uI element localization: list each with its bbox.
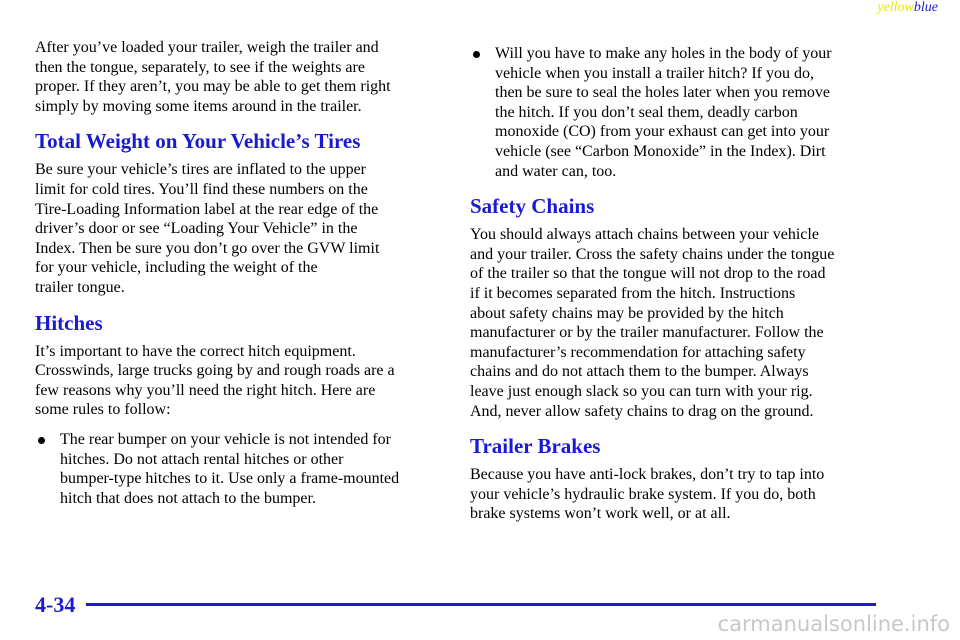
tag-blue: blue [913, 0, 938, 15]
text-line: Crosswinds, large trucks going by and ro… [35, 362, 395, 380]
text-line: After you’ve loaded your trailer, weigh … [35, 39, 379, 56]
text-line: about safety chains may be provided by t… [470, 304, 784, 322]
text-line: then be sure to seal the holes later whe… [495, 84, 830, 102]
footer-rule [86, 603, 876, 606]
text-line: for your vehicle, including the weight o… [35, 259, 318, 277]
right-column: Will you have to make any holes in the b… [470, 44, 890, 534]
header-tag: yellowblue [877, 0, 938, 16]
left-column: After you’ve loaded your trailer, weigh … [35, 38, 455, 518]
section-heading: Total Weight on Your Vehicle’s Tires [35, 129, 361, 154]
paragraph: Be sure your vehicle’s tires are inflate… [35, 160, 455, 297]
text-line: limit for cold tires. You’ll find these … [35, 180, 368, 198]
text-line: monoxide (CO) from your exhaust can get … [495, 123, 830, 141]
text-line: then the tongue, separately, to see if t… [35, 58, 365, 76]
text-line: Index. Then be sure you don’t go over th… [35, 239, 380, 257]
watermark: carmanualsonline.info [717, 612, 950, 636]
text-line: hitch that does not attach to the bumper… [60, 489, 316, 507]
text-line: vehicle when you install a trailer hitch… [495, 64, 815, 82]
section-heading: Safety Chains [470, 194, 595, 219]
text-line: The rear bumper on your vehicle is not i… [60, 430, 391, 448]
tag-yellow: yellow [877, 0, 914, 15]
paragraph: After you’ve loaded your trailer, weigh … [35, 38, 455, 116]
text-line: chains and do not attach them to the bum… [470, 363, 809, 381]
bullet-item: Will you have to make any holes in the b… [470, 44, 890, 181]
text-line: trailer tongue. [35, 278, 125, 296]
text-line: proper. If they aren’t, you may be able … [35, 78, 391, 96]
text-line: manufacturer or by the trailer manufactu… [470, 324, 824, 342]
text-line: leave just enough slack so you can turn … [470, 382, 813, 400]
text-line: few reasons why you’ll need the right hi… [35, 381, 376, 399]
text-line: and water can, too. [495, 162, 617, 180]
text-line: Tire-Loading Information label at the re… [35, 200, 379, 218]
page-number: 4-34 [35, 592, 76, 617]
text-line: bumper-type hitches to it. Use only a fr… [60, 470, 400, 488]
text-line: Be sure your vehicle’s tires are inflate… [35, 161, 366, 179]
text-line: if it becomes separated from the hitch. … [470, 284, 796, 302]
paragraph: It’s important to have the correct hitch… [35, 342, 455, 420]
text-line: And, never allow safety chains to drag o… [470, 402, 814, 420]
text-line: vehicle (see “Carbon Monoxide” in the In… [495, 142, 826, 160]
text-line: Will you have to make any holes in the b… [495, 45, 832, 62]
paragraph: You should always attach chains between … [470, 225, 890, 421]
paragraph: Because you have anti-lock brakes, don’t… [470, 465, 890, 524]
text-line: simply by moving some items around in th… [35, 97, 362, 115]
bullet-dot [38, 436, 45, 444]
bullet-item: The rear bumper on your vehicle is not i… [35, 430, 455, 508]
text-line: some rules to follow: [35, 401, 171, 419]
bullet-dot [473, 51, 480, 58]
section-heading: Hitches [35, 310, 103, 335]
section-heading: Trailer Brakes [470, 434, 601, 459]
text-line: the hitch. If you don’t seal them, deadl… [495, 103, 798, 121]
text-line: It’s important to have the correct hitch… [35, 342, 356, 360]
text-line: your vehicle’s hydraulic brake system. I… [470, 485, 816, 503]
text-line: You should always attach chains between … [470, 226, 819, 244]
text-line: manufacturer’s recommendation for attach… [470, 343, 806, 361]
text-line: of the trailer so that the tongue will n… [470, 265, 826, 283]
text-line: and your trailer. Cross the safety chain… [470, 245, 835, 263]
text-line: driver’s door or see “Loading Your Vehic… [35, 220, 358, 238]
text-line: brake systems won’t work well, or at all… [470, 505, 731, 523]
text-line: Because you have anti-lock brakes, don’t… [470, 466, 825, 484]
text-line: hitches. Do not attach rental hitches or… [60, 450, 344, 468]
